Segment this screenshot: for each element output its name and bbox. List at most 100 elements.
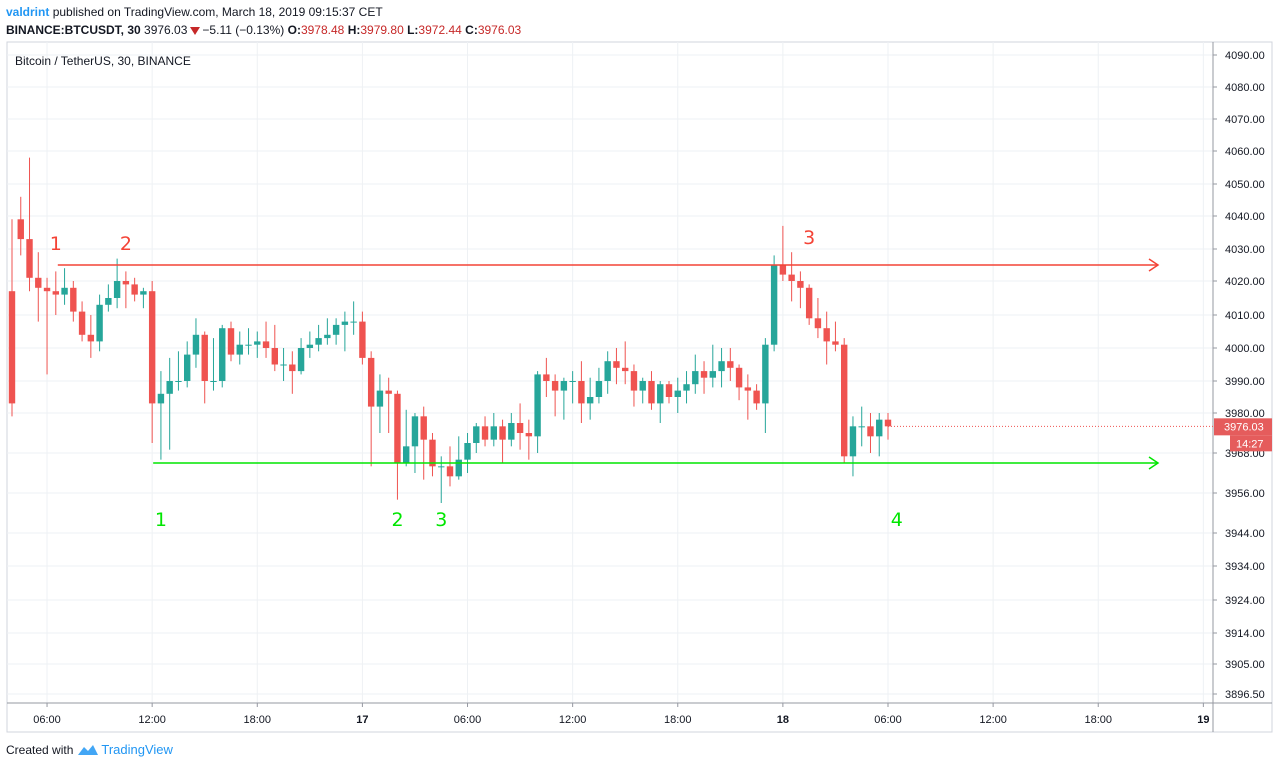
symbol-label: BINANCE:BTCUSDT, 30 [6, 23, 141, 37]
candle-body [639, 381, 646, 391]
wave-label-red: 3 [803, 227, 815, 249]
low-value: 3972.44 [418, 23, 462, 37]
candle-body [236, 344, 243, 355]
wave-label-green: 4 [891, 509, 903, 531]
candle-body [148, 291, 156, 404]
candle-body [508, 423, 515, 440]
price-tick-label: 4070.00 [1225, 114, 1265, 126]
candle-body [727, 361, 734, 368]
candle-body [43, 287, 51, 292]
time-tick-label: 06:00 [874, 714, 902, 726]
candle-body [849, 426, 857, 457]
candle-body [210, 381, 217, 382]
open-value: 3978.48 [300, 23, 345, 37]
open-label: O: [287, 23, 301, 37]
candle-body [700, 371, 708, 378]
last-price: 3976.03 [144, 23, 188, 37]
candle-body [516, 423, 524, 433]
candle-body [122, 281, 130, 285]
price-tick-label: 4050.00 [1225, 179, 1265, 191]
time-tick-label: 19 [1197, 714, 1209, 726]
candle-body [78, 311, 86, 335]
low-label: L: [407, 23, 419, 37]
candle-body [665, 384, 673, 397]
candle-body [227, 328, 235, 355]
price-tick-label: 3905.00 [1225, 659, 1265, 671]
candle-body [140, 291, 147, 295]
countdown-tag [1230, 435, 1272, 452]
price-tick-label: 3934.00 [1225, 561, 1265, 573]
candle-body [262, 341, 270, 348]
candle-body [455, 459, 462, 477]
candle-body [411, 416, 419, 447]
candle-body [192, 334, 200, 355]
grid [7, 42, 1272, 732]
candle-body [438, 466, 445, 468]
candle-body [841, 344, 848, 457]
candle-body [289, 364, 296, 372]
candle-body [315, 338, 322, 345]
price-tick-label: 3924.00 [1225, 595, 1265, 607]
candle-body [569, 381, 576, 382]
price-tick-label: 4000.00 [1225, 343, 1265, 355]
candle-body [61, 287, 68, 295]
candle-body [175, 381, 182, 382]
price-axis[interactable]: 4090.00 4080.00 4070.00 4060.00 4050.00 4040.… [888, 50, 1272, 701]
candle-body [578, 381, 585, 404]
candle-body [306, 344, 314, 348]
candle-body [490, 426, 497, 440]
price-change: −5.11 (−0.13%) [202, 23, 285, 37]
candle-body [884, 419, 892, 427]
down-triangle-icon [190, 26, 201, 35]
footer: Created with TradingView [6, 742, 173, 757]
annotations: 1 2 3 1 2 3 4 [50, 227, 903, 531]
wave-label-green: 1 [155, 509, 167, 531]
candle-body [157, 393, 165, 404]
candle-body [709, 371, 716, 378]
candle-body [622, 367, 629, 372]
tradingview-logo-icon [78, 744, 99, 755]
candle-body [473, 426, 480, 443]
candle-body [481, 426, 489, 440]
price-tick-label: 4080.00 [1225, 82, 1265, 94]
wave-label-green: 3 [435, 509, 447, 531]
candle-body [586, 397, 594, 404]
time-tick-label: 18:00 [664, 714, 692, 726]
candle-body [683, 384, 690, 391]
price-tick-label: 4020.00 [1225, 276, 1265, 288]
candle-body [359, 321, 366, 358]
candle-body [70, 287, 77, 312]
time-axis[interactable]: 06:00 12:00 18:00 17 06:00 12:00 18:00 18 06:00 1… [33, 703, 1209, 726]
price-chart[interactable]: 1 2 3 1 2 3 4 4090.00 4080.00 4070.00 4060.00 4050… [0, 0, 1278, 740]
candle-body [797, 281, 804, 288]
price-tick-label: 3956.00 [1225, 488, 1265, 500]
candle-body [26, 239, 33, 278]
time-tick-label: 06:00 [33, 714, 61, 726]
time-tick-label: 18:00 [244, 714, 272, 726]
candle-body [17, 219, 24, 240]
high-label: H: [347, 23, 361, 37]
countdown-text: 14:27 [1236, 438, 1264, 450]
candle-body [446, 466, 454, 477]
support-line-arrowhead [1148, 456, 1160, 470]
candle-body [560, 381, 568, 391]
time-tick-label: 06:00 [454, 714, 482, 726]
wave-label-red: 2 [120, 233, 132, 255]
candle-body [52, 291, 59, 295]
candle-body [280, 364, 287, 366]
candle-body [394, 393, 401, 463]
candle-body [105, 298, 112, 305]
candle-body [814, 318, 822, 329]
candle-body [350, 321, 357, 323]
last-price-tag [1214, 418, 1272, 436]
close-value: 3976.03 [477, 23, 522, 37]
price-tick-label: 3914.00 [1225, 628, 1265, 640]
candle-body [385, 390, 392, 394]
author-link[interactable]: valdrint [6, 5, 50, 19]
candle-body [35, 277, 42, 288]
time-tick-label: 18 [777, 714, 789, 726]
tradingview-logo[interactable]: TradingView [77, 742, 173, 757]
time-tick-label: 12:00 [979, 714, 1007, 726]
candle-body [630, 371, 638, 391]
candle-body [762, 344, 769, 404]
